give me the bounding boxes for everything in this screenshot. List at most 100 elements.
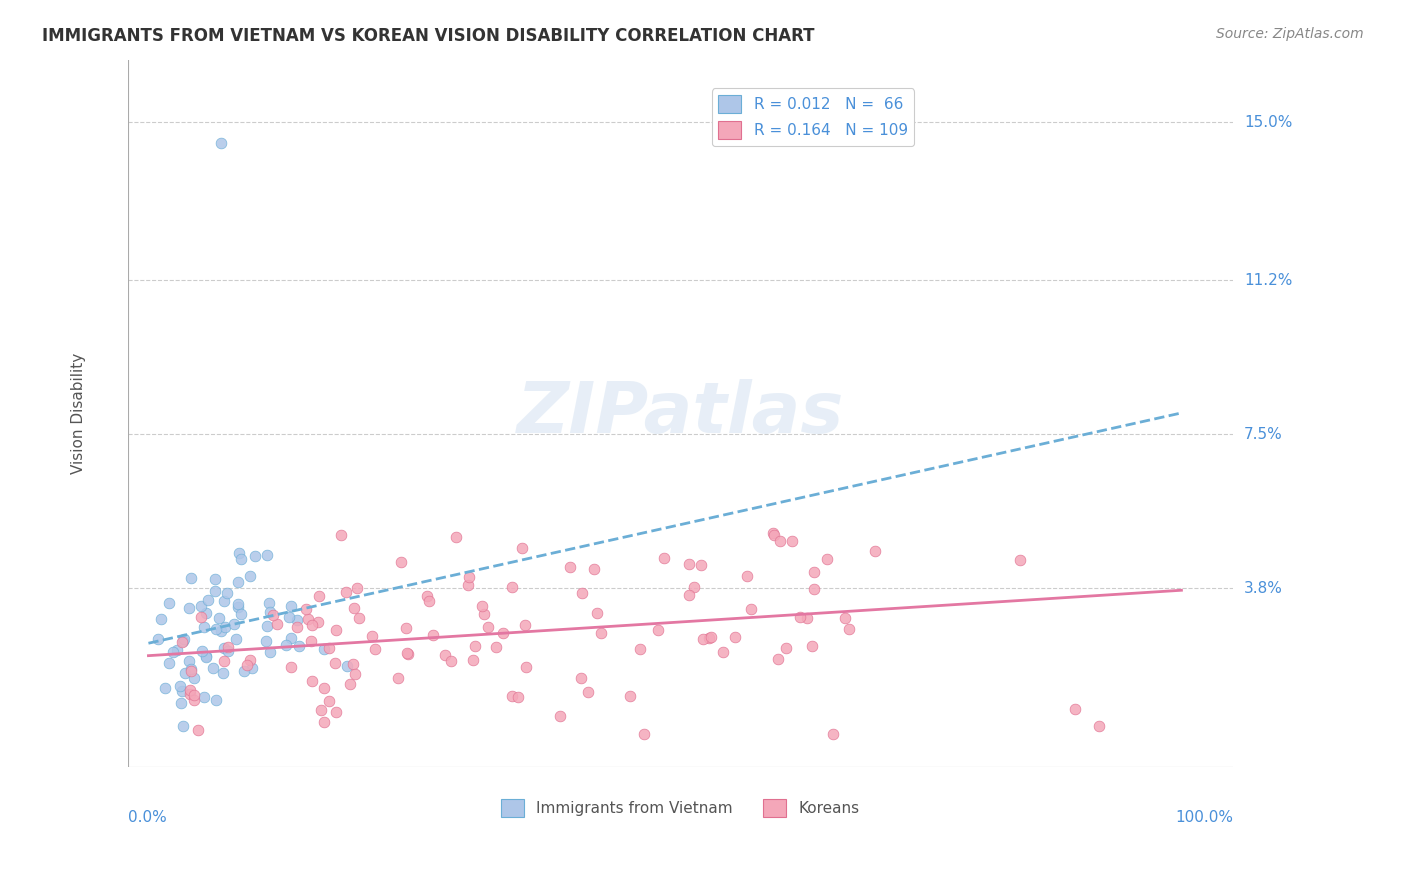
Point (834, 611, 856, 625)
Point (173, 632, 195, 647)
Point (180, 662, 202, 676)
Text: IMMIGRANTS FROM VIETNAM VS KOREAN VISION DISABILITY CORRELATION CHART: IMMIGRANTS FROM VIETNAM VS KOREAN VISION… (42, 27, 814, 45)
Point (318, 640, 340, 655)
Point (569, 672, 592, 686)
Point (280, 632, 302, 646)
Point (457, 578, 479, 592)
Point (212, 666, 235, 681)
Point (762, 526, 785, 541)
Point (1064, 702, 1087, 716)
Point (228, 546, 250, 560)
Point (239, 652, 262, 666)
Point (183, 671, 205, 685)
Point (212, 640, 235, 655)
Text: 100.0%: 100.0% (1175, 810, 1233, 825)
Point (217, 644, 239, 658)
Point (259, 605, 281, 619)
Point (628, 642, 651, 657)
Point (312, 681, 335, 696)
Point (576, 685, 599, 699)
Point (297, 612, 319, 626)
Point (692, 632, 714, 647)
Point (280, 659, 302, 673)
Point (711, 645, 734, 659)
Point (177, 654, 200, 668)
Point (336, 658, 359, 673)
Point (433, 648, 456, 662)
Point (347, 610, 370, 624)
Point (309, 703, 332, 717)
Point (150, 611, 173, 625)
Point (294, 602, 316, 616)
Point (228, 597, 250, 611)
Point (342, 657, 364, 671)
Point (325, 705, 347, 719)
Point (169, 679, 191, 693)
Text: 11.2%: 11.2% (1244, 273, 1292, 288)
Point (589, 626, 612, 640)
Point (222, 617, 245, 632)
Point (190, 644, 212, 658)
Point (485, 640, 508, 654)
Point (582, 562, 605, 576)
Point (193, 620, 215, 634)
Point (157, 656, 180, 670)
Point (633, 727, 655, 741)
Point (179, 687, 201, 701)
Point (256, 618, 278, 632)
Point (1008, 553, 1031, 567)
Point (314, 714, 336, 729)
Point (280, 599, 302, 613)
Point (762, 527, 785, 541)
Point (560, 560, 582, 574)
Point (789, 610, 811, 624)
Point (278, 609, 301, 624)
Point (301, 673, 323, 688)
Point (1088, 718, 1111, 732)
Text: Vision Disability: Vision Disability (70, 353, 86, 474)
Point (217, 640, 239, 655)
Point (766, 651, 789, 665)
Point (266, 617, 288, 632)
Point (193, 690, 215, 704)
Point (212, 654, 235, 668)
Point (194, 649, 217, 664)
Point (239, 568, 262, 582)
Point (236, 657, 259, 672)
Point (363, 641, 385, 656)
Point (444, 530, 467, 544)
Point (343, 667, 366, 681)
Point (301, 633, 323, 648)
Point (157, 596, 180, 610)
Point (735, 568, 758, 582)
Point (254, 633, 277, 648)
Point (172, 684, 194, 698)
Point (815, 551, 838, 566)
Point (325, 656, 347, 670)
Point (262, 607, 284, 622)
Point (174, 666, 197, 681)
Point (800, 639, 823, 653)
Point (689, 558, 711, 573)
Point (190, 599, 212, 614)
Point (195, 607, 218, 621)
Point (166, 642, 188, 657)
Point (285, 613, 308, 627)
Text: 15.0%: 15.0% (1244, 114, 1292, 129)
Point (229, 551, 252, 566)
Point (212, 594, 235, 608)
Point (775, 641, 797, 656)
Point (821, 727, 844, 741)
Point (803, 565, 825, 579)
Point (209, 624, 232, 638)
Point (204, 572, 226, 586)
Point (700, 630, 723, 644)
Point (308, 590, 330, 604)
Point (803, 582, 825, 597)
Point (172, 635, 194, 649)
Point (678, 589, 700, 603)
Point (796, 611, 818, 625)
Point (209, 136, 232, 150)
Point (335, 585, 357, 599)
Text: Source: ZipAtlas.com: Source: ZipAtlas.com (1216, 27, 1364, 41)
